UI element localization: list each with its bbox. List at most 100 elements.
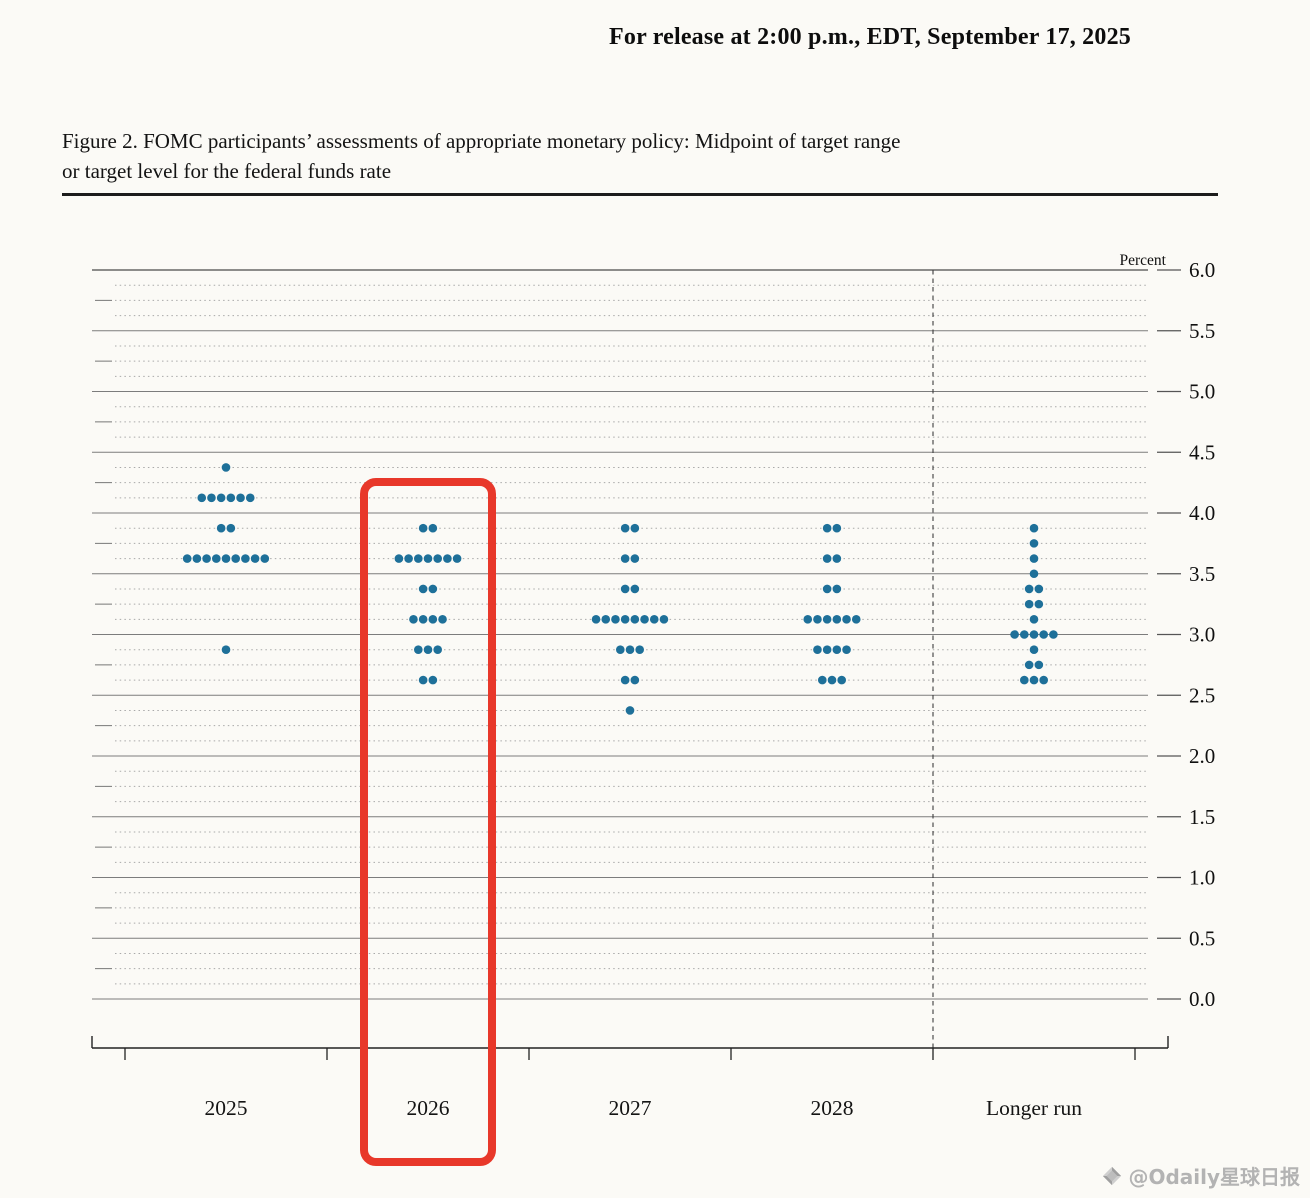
y-axis-label: 5.5 (1189, 319, 1215, 343)
projection-dot (1034, 599, 1044, 609)
projection-dot (418, 615, 428, 624)
projection-dot (1039, 630, 1048, 639)
x-category-label: 2026 (407, 1096, 450, 1120)
projection-dot (423, 645, 433, 654)
figure-title-line2: or target level for the federal funds ra… (62, 159, 392, 184)
projection-dot (428, 584, 438, 594)
y-axis-label: 4.5 (1189, 440, 1215, 464)
projection-dot (1049, 630, 1058, 639)
figure-title-line1: Figure 2. FOMC participants’ assessments… (62, 129, 901, 153)
projection-dot (207, 493, 216, 503)
projection-dot (428, 675, 438, 685)
projection-dot (221, 645, 231, 654)
projection-dot (1029, 554, 1039, 563)
projection-dot (438, 615, 447, 624)
x-category-label: 2027 (609, 1096, 652, 1120)
projection-dot (1020, 630, 1029, 639)
projection-dot (192, 554, 202, 563)
projection-dot (625, 706, 635, 715)
y-axis-label: 4.0 (1189, 501, 1215, 525)
watermark: @Odaily星球日报 (1102, 1161, 1300, 1190)
projection-dot (212, 554, 221, 563)
projection-dot (1034, 584, 1044, 594)
projection-dot (226, 493, 236, 503)
y-axis-label: 3.5 (1189, 562, 1215, 586)
projection-dot (630, 523, 640, 533)
projection-dot (216, 523, 226, 533)
projection-dot (241, 554, 250, 563)
projection-dot (404, 554, 413, 563)
projection-dot (1029, 569, 1039, 579)
y-axis-label: 1.5 (1189, 805, 1215, 829)
projection-dot (394, 554, 404, 563)
projection-dot (591, 615, 601, 624)
projection-dot (822, 615, 832, 624)
projection-dot (659, 615, 669, 624)
projection-dot (832, 523, 842, 533)
projection-dot (423, 554, 433, 563)
projection-dot (822, 645, 832, 654)
projection-dot (620, 675, 630, 685)
projection-dot (221, 554, 231, 563)
projection-dot (1029, 630, 1039, 639)
projection-dot (1029, 523, 1039, 533)
projection-dot (640, 615, 649, 624)
projection-dot (635, 645, 644, 654)
y-axis-label: 6.0 (1189, 258, 1215, 282)
watermark-text: @Odaily星球日报 (1128, 1165, 1300, 1189)
highlight-box-2026 (360, 478, 496, 1166)
projection-dot (813, 645, 822, 654)
projection-dot (822, 523, 832, 533)
projection-dot (822, 584, 832, 594)
projection-dot (630, 675, 640, 685)
projection-dot (1020, 675, 1029, 685)
projection-dot (842, 615, 851, 624)
projection-dot (630, 584, 640, 594)
projection-dot (414, 554, 423, 563)
projection-dot (616, 645, 625, 654)
projection-dot (620, 615, 630, 624)
projection-dot (803, 615, 813, 624)
projection-dot (813, 615, 822, 624)
y-axis-label: 2.0 (1189, 744, 1215, 768)
projection-dot (433, 554, 443, 563)
projection-dot (1010, 630, 1019, 639)
y-axis-unit-label: Percent (1120, 252, 1167, 269)
projection-dot (197, 493, 207, 503)
projection-dot (620, 554, 630, 563)
projection-dot (414, 645, 423, 654)
projection-dot (418, 675, 428, 685)
projection-dot (625, 645, 635, 654)
projection-dot (226, 523, 236, 533)
projection-dot (1024, 599, 1034, 609)
y-axis-label: 0.5 (1189, 926, 1215, 950)
projection-dot (832, 615, 842, 624)
x-category-label: 2028 (811, 1096, 854, 1120)
projection-dot (620, 523, 630, 533)
projection-dot (236, 493, 245, 503)
projection-dot (851, 615, 861, 624)
projection-dot (620, 584, 630, 594)
projection-dot (1029, 539, 1039, 548)
projection-dot (245, 493, 255, 503)
projection-dot (182, 554, 192, 563)
projection-dot (418, 523, 428, 533)
y-axis-label: 3.0 (1189, 623, 1215, 647)
projection-dot (832, 645, 842, 654)
odaily-logo-icon (1103, 1166, 1122, 1185)
y-axis-label: 0.0 (1189, 987, 1215, 1011)
projection-dot (428, 523, 438, 533)
projection-dot (443, 554, 452, 563)
title-divider (62, 193, 1218, 196)
projection-dot (1029, 675, 1039, 685)
projection-dot (842, 645, 851, 654)
x-category-label: Longer run (986, 1096, 1082, 1120)
projection-dot (822, 554, 832, 563)
projection-dot (832, 554, 842, 563)
projection-dot (1029, 615, 1039, 624)
projection-dot (216, 493, 226, 503)
projection-dot (1024, 660, 1034, 670)
figure-title: Figure 2. FOMC participants’ assessments… (62, 126, 1182, 186)
projection-dot (1024, 584, 1034, 594)
projection-dot (221, 463, 231, 472)
